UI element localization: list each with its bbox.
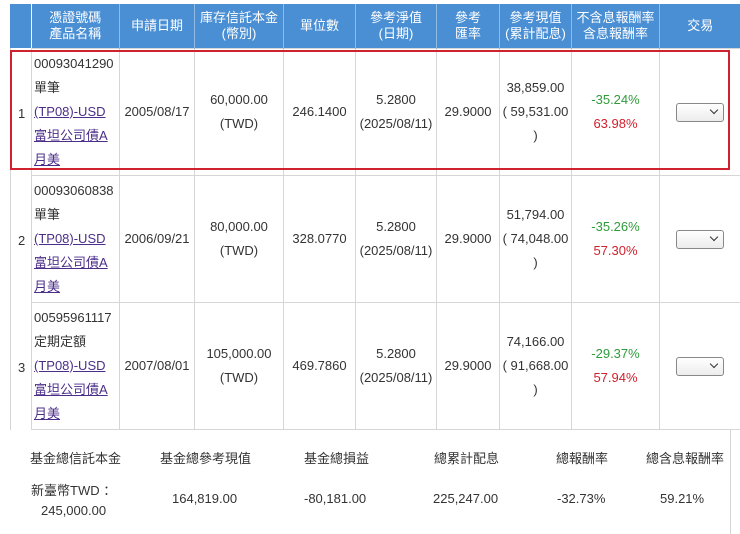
value-cell: 51,794.00( 74,048.00) (499, 175, 572, 303)
col-header-date: 申請日期 (119, 4, 195, 49)
fund-link[interactable]: (TP08)-USD (34, 231, 106, 246)
summary-border (730, 430, 731, 534)
row-index: 3 (18, 360, 26, 375)
cert-number: 00093060838 (34, 183, 114, 198)
table-row: 00595961117 定期定額 (TP08)-USD 富坦公司債A 月美 20… (31, 302, 740, 430)
summary-header-principal: 基金總信託本金 (30, 451, 122, 466)
row-index: 1 (18, 106, 26, 121)
index-header (10, 4, 31, 48)
purchase-type: 單筆 (34, 207, 61, 222)
return-cell: -35.26% 57.30% (571, 175, 660, 303)
exchange-rate: 29.9000 (436, 302, 500, 430)
summary-header-return-div: 總含息報酬率 (646, 451, 725, 466)
return-cell: -35.24% 63.98% (571, 48, 660, 176)
cert-cell: 00093060838 單筆 (TP08)-USD 富坦公司債A 月美 (31, 175, 120, 303)
col-header-principal: 庫存信託本金 (幣別) (194, 4, 284, 49)
exchange-rate: 29.9000 (436, 48, 500, 176)
col-header-value: 參考現值 (累計配息) (499, 4, 572, 49)
principal-cell: 105,000.00 (TWD) (194, 302, 284, 430)
trade-cell (659, 302, 740, 430)
summary-header-dividend: 總累計配息 (434, 451, 500, 466)
row-index: 2 (18, 233, 26, 248)
value-cell: 38,859.00( 59,531.00) (499, 48, 572, 176)
trade-select[interactable] (676, 230, 724, 250)
trade-cell (659, 175, 740, 303)
fund-link[interactable]: (TP08)-USD (34, 358, 106, 373)
exchange-rate: 29.9000 (436, 175, 500, 303)
return-cell: -29.37% 57.94% (571, 302, 660, 430)
apply-date: 2007/08/01 (119, 302, 195, 430)
fund-link[interactable]: 月美 (34, 279, 61, 294)
cert-number: 00093041290 (34, 56, 114, 71)
summary-return-div: 59.21% (660, 491, 705, 506)
fund-link[interactable]: 富坦公司債A (34, 128, 108, 143)
trade-cell (659, 48, 740, 176)
nav-cell: 5.2800 (2025/08/11) (355, 302, 437, 430)
chevron-down-icon (709, 105, 719, 115)
nav-cell: 5.2800 (2025/08/11) (355, 48, 437, 176)
table-row: 00093060838 單筆 (TP08)-USD 富坦公司債A 月美 2006… (31, 175, 740, 303)
fund-link[interactable]: 月美 (34, 406, 61, 421)
chevron-down-icon (709, 232, 719, 242)
col-header-trade: 交易 (659, 4, 740, 49)
summary-return: -32.73% (557, 491, 606, 506)
apply-date: 2005/08/17 (119, 48, 195, 176)
cert-number: 00595961117 (34, 310, 112, 325)
summary-principal-currency: 新臺幣TWD ： (31, 483, 117, 498)
index-border (10, 48, 11, 430)
summary-header-return: 總報酬率 (556, 451, 609, 466)
table-row: 00093041290 單筆 (TP08)-USD 富坦公司債A 月美 2005… (31, 48, 740, 176)
nav-cell: 5.2800 (2025/08/11) (355, 175, 437, 303)
purchase-type: 定期定額 (34, 334, 87, 349)
chevron-down-icon (709, 359, 719, 369)
principal-cell: 60,000.00 (TWD) (194, 48, 284, 176)
value-cell: 74,166.00( 91,668.00) (499, 302, 572, 430)
summary-header-value: 基金總參考現值 (160, 451, 252, 466)
col-header-return: 不含息報酬率 含息報酬率 (571, 4, 660, 49)
units: 469.7860 (283, 302, 356, 430)
fund-link[interactable]: 富坦公司債A (34, 255, 108, 270)
col-header-nav: 參考淨值 (日期) (355, 4, 437, 49)
summary-header-pl: 基金總損益 (304, 451, 370, 466)
trade-select[interactable] (676, 357, 724, 377)
col-header-cert: 憑證號碼 產品名稱 (31, 4, 120, 49)
summary-section: 基金總信託本金 基金總參考現值 基金總損益 總累計配息 總報酬率 總含息報酬率 … (0, 430, 740, 534)
index-column (10, 4, 31, 430)
fund-link[interactable]: 富坦公司債A (34, 382, 108, 397)
summary-principal-value: 245,000.00 (41, 503, 107, 518)
apply-date: 2006/09/21 (119, 175, 195, 303)
holdings-table: 憑證號碼 產品名稱 申請日期 庫存信託本金 (幣別) 單位數 參考淨值 (日期) 參考… (31, 4, 740, 430)
units: 246.1400 (283, 48, 356, 176)
summary-value: 164,819.00 (172, 491, 238, 506)
cert-cell: 00595961117 定期定額 (TP08)-USD 富坦公司債A 月美 (31, 302, 120, 430)
summary-dividend: 225,247.00 (433, 491, 499, 506)
summary-pl: -80,181.00 (304, 491, 367, 506)
col-header-rate: 參考 匯率 (436, 4, 500, 49)
purchase-type: 單筆 (34, 80, 61, 95)
fund-link[interactable]: (TP08)-USD (34, 104, 106, 119)
table-header-row: 憑證號碼 產品名稱 申請日期 庫存信託本金 (幣別) 單位數 參考淨值 (日期) 參考… (31, 4, 740, 49)
trade-select[interactable] (676, 103, 724, 123)
cert-cell: 00093041290 單筆 (TP08)-USD 富坦公司債A 月美 (31, 48, 120, 176)
col-header-units: 單位數 (283, 4, 356, 49)
fund-link[interactable]: 月美 (34, 152, 61, 167)
units: 328.0770 (283, 175, 356, 303)
principal-cell: 80,000.00 (TWD) (194, 175, 284, 303)
